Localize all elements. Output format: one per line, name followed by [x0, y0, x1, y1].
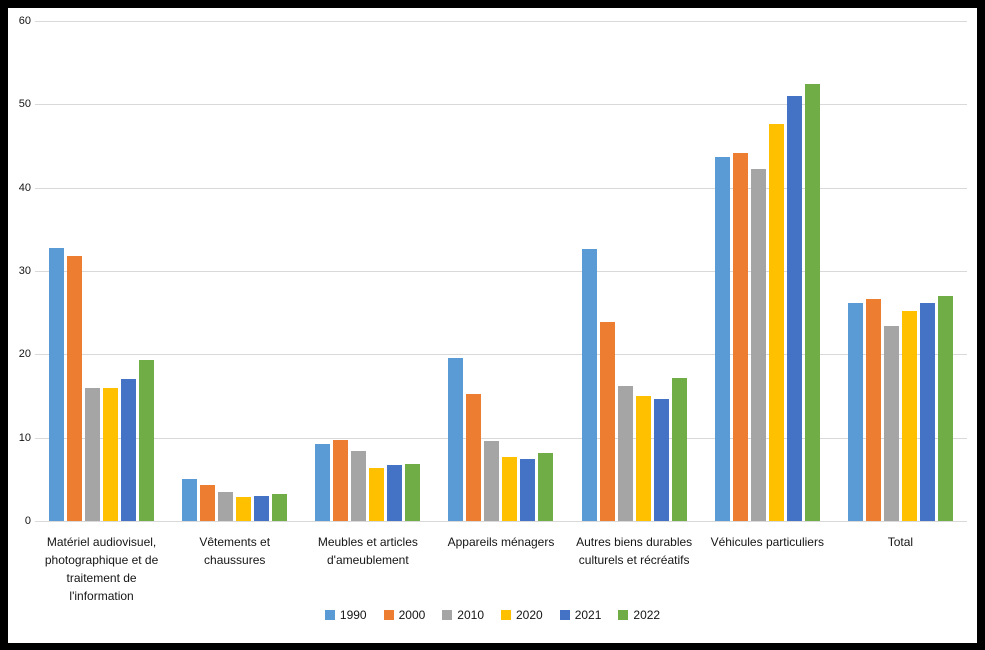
x-category-label-5: Autres biens durables culturels et récré…	[576, 535, 693, 567]
x-category-label-2: Vêtements et chaussures	[199, 535, 271, 567]
legend-label: 2000	[398, 608, 426, 622]
bar-group-4	[434, 21, 567, 521]
bar-2021	[520, 459, 536, 521]
y-axis: 0 10 20 30 40 50 60	[8, 15, 31, 527]
plot-area	[35, 21, 967, 522]
bar-2022	[671, 377, 687, 521]
bar-2010	[85, 387, 101, 521]
legend-item-2020: 2020	[501, 608, 543, 622]
legend-label: 2021	[574, 608, 602, 622]
bar-group-1	[35, 21, 168, 521]
bar-2021	[919, 302, 935, 521]
bar-2020	[236, 496, 252, 521]
legend-swatch-icon	[618, 610, 629, 620]
legend-swatch-icon	[324, 610, 335, 620]
legend-item-1990: 1990	[324, 608, 367, 622]
bar-2010	[883, 326, 899, 521]
bar-2021	[786, 96, 802, 521]
bar-2000	[466, 393, 482, 521]
bar-2010	[750, 168, 766, 521]
bar-1990	[847, 302, 863, 521]
bar-groups	[35, 21, 967, 521]
chart-surface: 0 10 20 30 40 50 60 Matériel audiovisuel, phot…	[8, 8, 977, 643]
x-category-label-4: Appareils ménagers	[447, 535, 555, 549]
legend-swatch-icon	[501, 610, 511, 620]
bar-2020	[768, 123, 784, 521]
y-tick-label-60: 60	[18, 15, 31, 27]
bar-2022	[538, 452, 554, 521]
legend-label: 1990	[339, 608, 367, 622]
gridline-40	[35, 187, 967, 189]
legend-swatch-icon	[383, 610, 394, 620]
bar-2022	[804, 83, 820, 521]
bar-2000	[67, 256, 83, 521]
y-tick-label-0: 0	[24, 515, 31, 527]
y-tick-label-10: 10	[18, 431, 31, 444]
bar-2000	[732, 152, 748, 521]
bar-2000	[865, 298, 881, 521]
legend-item-2010: 2010	[442, 608, 484, 622]
bar-2022	[937, 296, 953, 521]
bar-group-6	[701, 21, 834, 521]
bar-2000	[200, 485, 216, 521]
bar-2010	[351, 451, 367, 521]
bar-2021	[653, 398, 669, 521]
bar-2010	[617, 386, 633, 521]
bar-2022	[272, 494, 288, 521]
y-tick-label-50: 50	[18, 98, 31, 111]
gridline-10	[35, 437, 967, 439]
legend-item-2000: 2000	[383, 608, 426, 622]
legend-label: 2020	[516, 608, 543, 622]
bar-1990	[581, 249, 597, 521]
bar-group-7	[834, 21, 967, 521]
y-tick-label-40: 40	[18, 181, 31, 194]
y-tick-label-30: 30	[18, 265, 31, 277]
bar-2020	[901, 311, 917, 521]
bar-1990	[315, 444, 331, 521]
bar-2020	[369, 467, 385, 521]
bar-2000	[599, 321, 615, 521]
legend-label: 2010	[457, 608, 484, 622]
legend-item-2022: 2022	[618, 608, 660, 622]
bar-group-5	[568, 21, 701, 521]
legend: 1990 2000 2010 2020 2021 2022	[8, 608, 977, 622]
bar-1990	[714, 156, 730, 521]
bar-2010	[218, 491, 234, 521]
bar-2010	[484, 441, 500, 521]
bar-1990	[182, 478, 198, 521]
x-category-label-1: Matériel audiovisuel, photographique et …	[44, 535, 159, 603]
x-category-label-3: Meubles et articles d'ameublement	[317, 535, 418, 567]
bar-2021	[254, 496, 270, 521]
bar-2021	[121, 378, 137, 521]
y-tick-label-20: 20	[18, 348, 31, 361]
legend-swatch-icon	[442, 610, 453, 620]
legend-swatch-icon	[559, 610, 570, 620]
bar-2020	[103, 387, 119, 521]
bar-group-3	[301, 21, 434, 521]
bar-2020	[502, 456, 518, 521]
bar-2022	[405, 463, 421, 521]
legend-item-2021: 2021	[559, 608, 602, 622]
x-axis-labels: Matériel audiovisuel, photographique et …	[35, 529, 967, 605]
gridline-50	[35, 104, 967, 106]
bar-group-2	[168, 21, 301, 521]
bar-2021	[387, 465, 403, 521]
bar-1990	[448, 357, 464, 521]
bar-2020	[635, 396, 651, 521]
bar-2022	[139, 360, 155, 521]
gridline-30	[35, 271, 967, 272]
gridline-20	[35, 354, 967, 356]
bar-2000	[333, 440, 349, 521]
x-category-label-7: Total	[887, 535, 914, 549]
gridline-60	[35, 21, 967, 22]
gridline-0	[35, 521, 967, 522]
legend-label: 2022	[633, 608, 661, 622]
x-category-label-6: Véhicules particuliers	[710, 535, 824, 549]
bar-1990	[49, 247, 65, 521]
